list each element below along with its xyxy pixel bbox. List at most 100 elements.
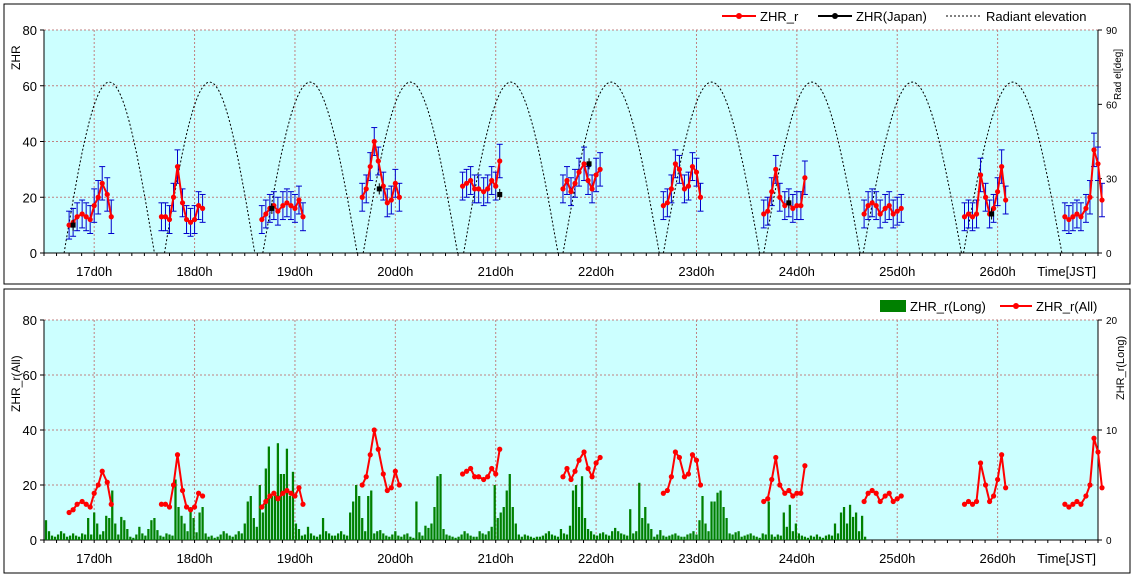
zhr-r-long-bar	[752, 535, 755, 540]
zhr-r-long-bar	[538, 536, 542, 540]
zhr-r-all-point	[676, 454, 683, 461]
zhr-r-long-bar	[668, 535, 671, 540]
y2-axis-label: Rad el[deg]	[1113, 49, 1124, 100]
zhr-r-long-bar	[827, 534, 831, 540]
zhr-r-long-bar	[743, 535, 746, 540]
zhr-r-long-bar	[294, 523, 298, 540]
y-tick-label: 0	[30, 246, 37, 261]
zhr-r-point	[1062, 214, 1068, 220]
zhr-r-long-bar	[210, 535, 213, 540]
zhr-r-long-bar	[499, 512, 502, 540]
zhr-r-long-bar	[770, 534, 773, 540]
zhr-r-all-point	[798, 490, 804, 496]
zhr-r-long-bar	[647, 523, 650, 540]
zhr-r-long-bar	[662, 535, 665, 540]
radiant-elevation-curve	[262, 81, 358, 254]
zhr-r-long-bar	[174, 479, 177, 540]
zhr-r-all-point	[685, 471, 692, 477]
zhr-r-long-bar	[379, 530, 382, 540]
zhr-r-point	[873, 203, 879, 209]
zhr-r-point	[476, 186, 482, 192]
radiant-elevation-curve	[362, 81, 459, 254]
zhr-r-long-bar	[689, 533, 692, 540]
zhr-r-all-point	[108, 501, 114, 507]
zhr-r-long-bar	[487, 531, 490, 540]
zhr-r-all-point	[104, 479, 110, 485]
x-tick-label: 25d0h	[879, 551, 915, 566]
zhr-japan-point	[269, 205, 275, 211]
zhr-r-long-bar	[361, 518, 364, 540]
zhr-r-long-bar	[180, 515, 183, 540]
zhr-r-long-bar	[800, 535, 804, 540]
zhr-r-point	[91, 203, 97, 209]
zhr-r-long-bar	[764, 534, 767, 540]
zhr-r-long-bar	[430, 523, 433, 540]
zhr-r-long-bar	[165, 533, 168, 540]
zhr-r-all-point	[861, 498, 867, 505]
zhr-r-point	[263, 211, 269, 217]
zhr-r-point	[794, 203, 800, 209]
zhr-r-long-bar	[472, 536, 475, 540]
zhr-r-long-bar	[406, 533, 409, 540]
zhr-r-point	[284, 200, 290, 206]
x-tick-label: 22d0h	[578, 551, 614, 566]
zhr-r-all-point	[195, 490, 202, 496]
zhr-r-all-point	[166, 504, 173, 510]
zhr-r-long-bar	[845, 523, 849, 540]
zhr-r-all-point	[969, 501, 976, 507]
zhr-r-all-point	[576, 457, 582, 463]
zhr-r-long-bar	[120, 516, 123, 540]
zhr-r-long-bar	[842, 507, 846, 540]
panel-0: 0 20 40 60 80 17d0h 18d0h 19d0h 20d0h 21d0h 22d0h 2…	[3, 3, 1131, 285]
zhr-r-long-bar	[680, 536, 683, 540]
zhr-r-long-bar	[234, 534, 237, 540]
zhr-r-all-point	[70, 507, 76, 513]
zhr-r-long-bar	[264, 468, 267, 540]
y2-tick-label: 0	[1106, 249, 1112, 260]
zhr-r-point	[798, 203, 804, 209]
y2-tick-label: 90	[1106, 26, 1118, 37]
zhr-r-all-point	[183, 504, 190, 510]
zhr-r-point	[1074, 211, 1080, 217]
zhr-r-long-bar	[502, 507, 505, 540]
panel-1: 0 20 40 60 80 17d0h 18d0h 19d0h 20d0h 21d0h 22d0h 2…	[3, 288, 1131, 574]
zhr-r-long-bar	[255, 526, 258, 540]
y-tick-label: 60	[23, 368, 37, 383]
zhr-r-long-bar	[312, 535, 316, 540]
x-tick-label: 17d0h	[76, 551, 112, 566]
zhr-r-long-bar	[439, 474, 442, 540]
zhr-r-point	[973, 211, 980, 217]
zhr-r-point	[166, 216, 173, 223]
zhr-r-all-point	[363, 474, 369, 480]
zhr-r-point	[894, 208, 900, 214]
zhr-r-long-bar	[788, 504, 791, 540]
zhr-r-long-bar	[632, 533, 635, 540]
zhr-r-long-bar	[62, 533, 66, 540]
zhr-r-long-bar	[797, 533, 800, 540]
zhr-r-long-bar	[370, 490, 373, 540]
zhr-r-point	[464, 180, 470, 186]
zhr-r-long-bar	[601, 532, 605, 540]
zhr-r-point	[676, 166, 683, 172]
zhr-r-all-point	[384, 487, 390, 494]
zhr-r-long-bar	[683, 536, 686, 540]
zhr-r-long-bar	[857, 531, 861, 540]
zhr-r-all-point	[359, 482, 365, 488]
zhr-r-all-point	[898, 493, 904, 499]
zhr-r-point	[296, 197, 302, 203]
zhr-r-all-point	[481, 476, 487, 483]
zhr-r-all-point	[560, 474, 566, 480]
zhr-r-all-point	[882, 493, 888, 499]
zhr-r-long-bar	[78, 536, 81, 540]
zhr-r-all-point	[564, 465, 570, 472]
zhr-r-long-bar	[358, 496, 361, 540]
zhr-r-point	[87, 216, 93, 223]
zhr-r-long-bar	[695, 534, 698, 540]
zhr-r-all-point	[95, 482, 101, 488]
x-tick-label: 24d0h	[779, 264, 815, 279]
zhr-r-long-bar	[671, 534, 674, 540]
zhr-r-long-bar	[809, 535, 813, 540]
zhr-r-point	[183, 216, 190, 223]
zhr-r-long-bar	[737, 531, 740, 540]
zhr-r-long-bar	[81, 533, 84, 540]
